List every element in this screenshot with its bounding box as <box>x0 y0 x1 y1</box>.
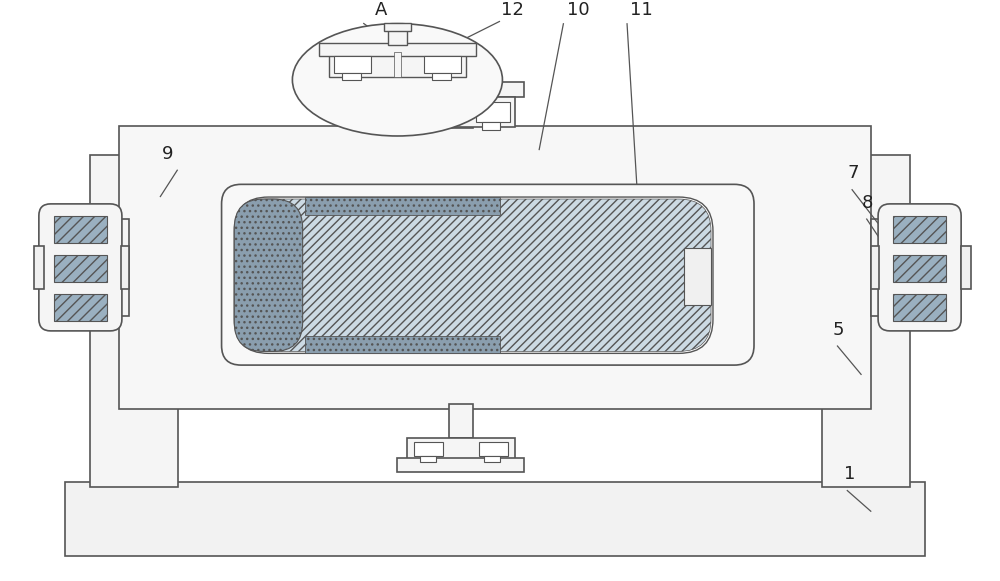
Bar <box>479 442 508 456</box>
Bar <box>394 52 401 77</box>
Bar <box>109 218 129 316</box>
Bar <box>449 404 473 438</box>
FancyBboxPatch shape <box>878 204 961 331</box>
Bar <box>482 122 500 130</box>
Bar <box>397 82 524 98</box>
Bar <box>871 246 879 289</box>
Bar <box>319 42 476 56</box>
Bar <box>424 56 461 73</box>
Bar <box>420 456 436 462</box>
Bar <box>334 56 371 73</box>
Bar <box>484 456 500 462</box>
Text: 11: 11 <box>630 1 653 19</box>
Bar <box>305 197 500 214</box>
Bar <box>407 98 515 127</box>
Text: 7: 7 <box>848 164 859 182</box>
Bar <box>407 438 515 460</box>
Bar <box>414 442 443 456</box>
Bar <box>384 23 411 31</box>
Bar <box>90 155 178 487</box>
FancyBboxPatch shape <box>234 197 713 353</box>
Bar <box>54 254 107 282</box>
Text: 8: 8 <box>862 193 873 211</box>
Bar <box>121 246 129 289</box>
Bar <box>418 122 436 130</box>
Bar <box>476 102 510 122</box>
Bar <box>412 102 446 122</box>
Bar <box>397 458 524 472</box>
Text: 9: 9 <box>162 145 174 163</box>
Bar <box>684 248 711 304</box>
Bar <box>305 336 500 353</box>
Bar <box>329 52 466 77</box>
Bar <box>342 73 361 80</box>
Text: 10: 10 <box>567 1 589 19</box>
Text: 1: 1 <box>844 465 855 483</box>
Bar <box>54 216 107 243</box>
Bar <box>449 94 473 128</box>
Bar <box>961 246 971 289</box>
FancyBboxPatch shape <box>39 204 122 331</box>
Bar <box>893 216 946 243</box>
Bar <box>54 294 107 321</box>
Text: 12: 12 <box>501 1 524 19</box>
Bar <box>893 294 946 321</box>
FancyBboxPatch shape <box>234 199 303 352</box>
Ellipse shape <box>292 24 502 136</box>
Bar <box>119 125 871 409</box>
Bar <box>34 246 44 289</box>
Bar <box>432 73 451 80</box>
Bar <box>388 28 407 45</box>
Text: 5: 5 <box>832 321 844 339</box>
Bar <box>871 218 891 316</box>
FancyBboxPatch shape <box>236 199 711 352</box>
Bar <box>893 254 946 282</box>
FancyBboxPatch shape <box>222 184 754 365</box>
Bar <box>822 155 910 487</box>
Text: A: A <box>375 1 387 19</box>
Bar <box>65 482 925 555</box>
